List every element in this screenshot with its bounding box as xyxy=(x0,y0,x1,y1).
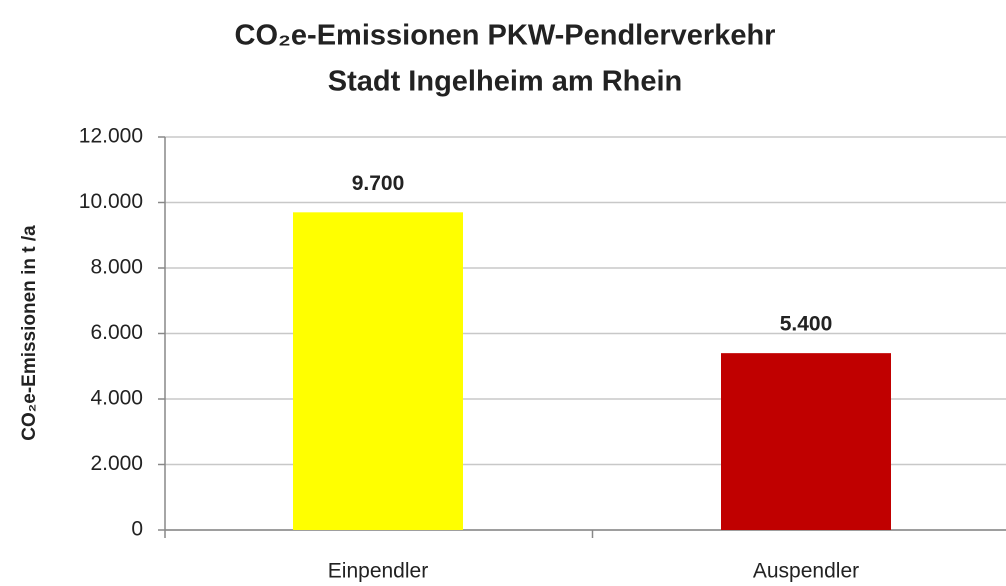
y-tick-label: 6.000 xyxy=(90,321,143,344)
value-label: 9.700 xyxy=(352,172,405,195)
y-tick-label: 12.000 xyxy=(79,125,143,148)
x-tick-label: Auspendler xyxy=(753,560,859,583)
x-tick-label: Einpendler xyxy=(328,560,428,583)
y-tick-label: 2.000 xyxy=(90,452,143,475)
bar xyxy=(721,353,891,530)
value-label: 5.400 xyxy=(780,313,833,336)
y-tick-label: 8.000 xyxy=(90,256,143,279)
y-tick-label: 10.000 xyxy=(79,190,143,213)
bar xyxy=(293,212,463,530)
chart-subtitle: Stadt Ingelheim am Rhein xyxy=(328,66,683,98)
y-tick-label: 0 xyxy=(131,518,143,541)
y-axis-label: CO₂e-Emissionen in t /a xyxy=(19,225,40,441)
y-tick-label: 4.000 xyxy=(90,387,143,410)
chart-title: CO₂e-Emissionen PKW-Pendlerverkehr xyxy=(235,20,776,52)
